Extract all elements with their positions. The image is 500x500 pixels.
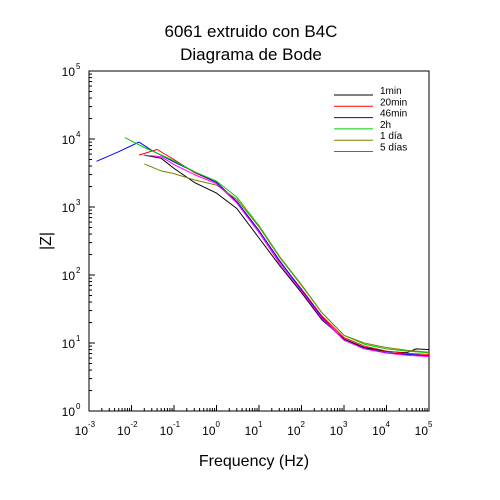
legend-label: 5 días — [380, 143, 407, 154]
series-line-5-días — [144, 154, 430, 358]
y-tick-base: 10 — [62, 337, 76, 351]
x-tick-label: 10 -3 — [75, 420, 96, 438]
legend-label: 20min — [380, 97, 407, 108]
x-tick-exp: -3 — [88, 420, 96, 429]
y-tick-exp: 3 — [76, 198, 81, 207]
series-line-1-día — [144, 163, 430, 353]
x-tick-exp: 2 — [301, 420, 306, 429]
x-tick-label: 10 3 — [330, 420, 348, 438]
y-tick-label: 10 1 — [62, 334, 81, 351]
x-tick-label: 10 -1 — [160, 420, 181, 438]
x-axis-ticks: 10 -3 10 -2 10 -1 10 0 10 1 10 2 10 3 10 4 10 5 — [75, 405, 433, 438]
x-tick-base: 10 — [202, 424, 216, 438]
x-tick-exp: 4 — [386, 420, 391, 429]
y-tick-exp: 5 — [76, 62, 81, 71]
x-tick-base: 10 — [415, 424, 429, 438]
y-tick-label: 10 3 — [62, 198, 81, 215]
y-tick-exp: 0 — [76, 402, 81, 411]
series-line-20min — [138, 149, 430, 355]
x-axis-label: Frequency (Hz) — [199, 453, 309, 470]
series-line-1min — [144, 154, 430, 354]
x-tick-exp: -1 — [173, 420, 181, 429]
chart-title-line-2: Diagrama de Bode — [180, 45, 322, 64]
x-tick-exp: 1 — [258, 420, 263, 429]
y-tick-label: 10 4 — [62, 130, 81, 147]
x-tick-exp: 0 — [216, 420, 221, 429]
x-tick-label: 10 4 — [372, 420, 390, 438]
x-tick-base: 10 — [117, 424, 131, 438]
x-tick-exp: 3 — [343, 420, 348, 429]
x-tick-base: 10 — [287, 424, 301, 438]
y-tick-label: 10 2 — [62, 266, 81, 283]
legend-label: 1min — [380, 86, 402, 97]
legend-label: 2h — [380, 120, 391, 131]
x-tick-base: 10 — [75, 424, 89, 438]
x-tick-base: 10 — [372, 424, 386, 438]
y-tick-base: 10 — [62, 201, 76, 215]
x-tick-base: 10 — [330, 424, 344, 438]
y-tick-base: 10 — [62, 405, 76, 419]
x-tick-label: 10 -2 — [117, 420, 138, 438]
x-tick-base: 10 — [245, 424, 259, 438]
y-tick-label: 10 5 — [62, 62, 81, 79]
x-tick-exp: -2 — [131, 420, 139, 429]
x-tick-label: 10 5 — [415, 420, 433, 438]
y-tick-label: 10 0 — [62, 402, 81, 419]
y-tick-exp: 2 — [76, 266, 81, 275]
x-tick-exp: 5 — [428, 420, 433, 429]
legend-label: 46min — [380, 109, 407, 120]
y-tick-exp: 4 — [76, 130, 81, 139]
y-tick-base: 10 — [62, 269, 76, 283]
y-tick-exp: 1 — [76, 334, 81, 343]
series-line-46min — [96, 141, 430, 357]
x-tick-label: 10 1 — [245, 420, 263, 438]
series-line-2h — [124, 137, 430, 354]
x-tick-base: 10 — [160, 424, 174, 438]
y-axis-label: |Z| — [38, 232, 55, 250]
y-tick-base: 10 — [62, 65, 76, 79]
plot-frame — [88, 70, 430, 412]
legend-label: 1 día — [380, 131, 403, 142]
series-lines — [96, 137, 430, 358]
x-tick-label: 10 2 — [287, 420, 305, 438]
x-tick-label: 10 0 — [202, 420, 220, 438]
chart-title-line-1: 6061 extruido con B4C — [165, 22, 338, 41]
y-tick-base: 10 — [62, 133, 76, 147]
